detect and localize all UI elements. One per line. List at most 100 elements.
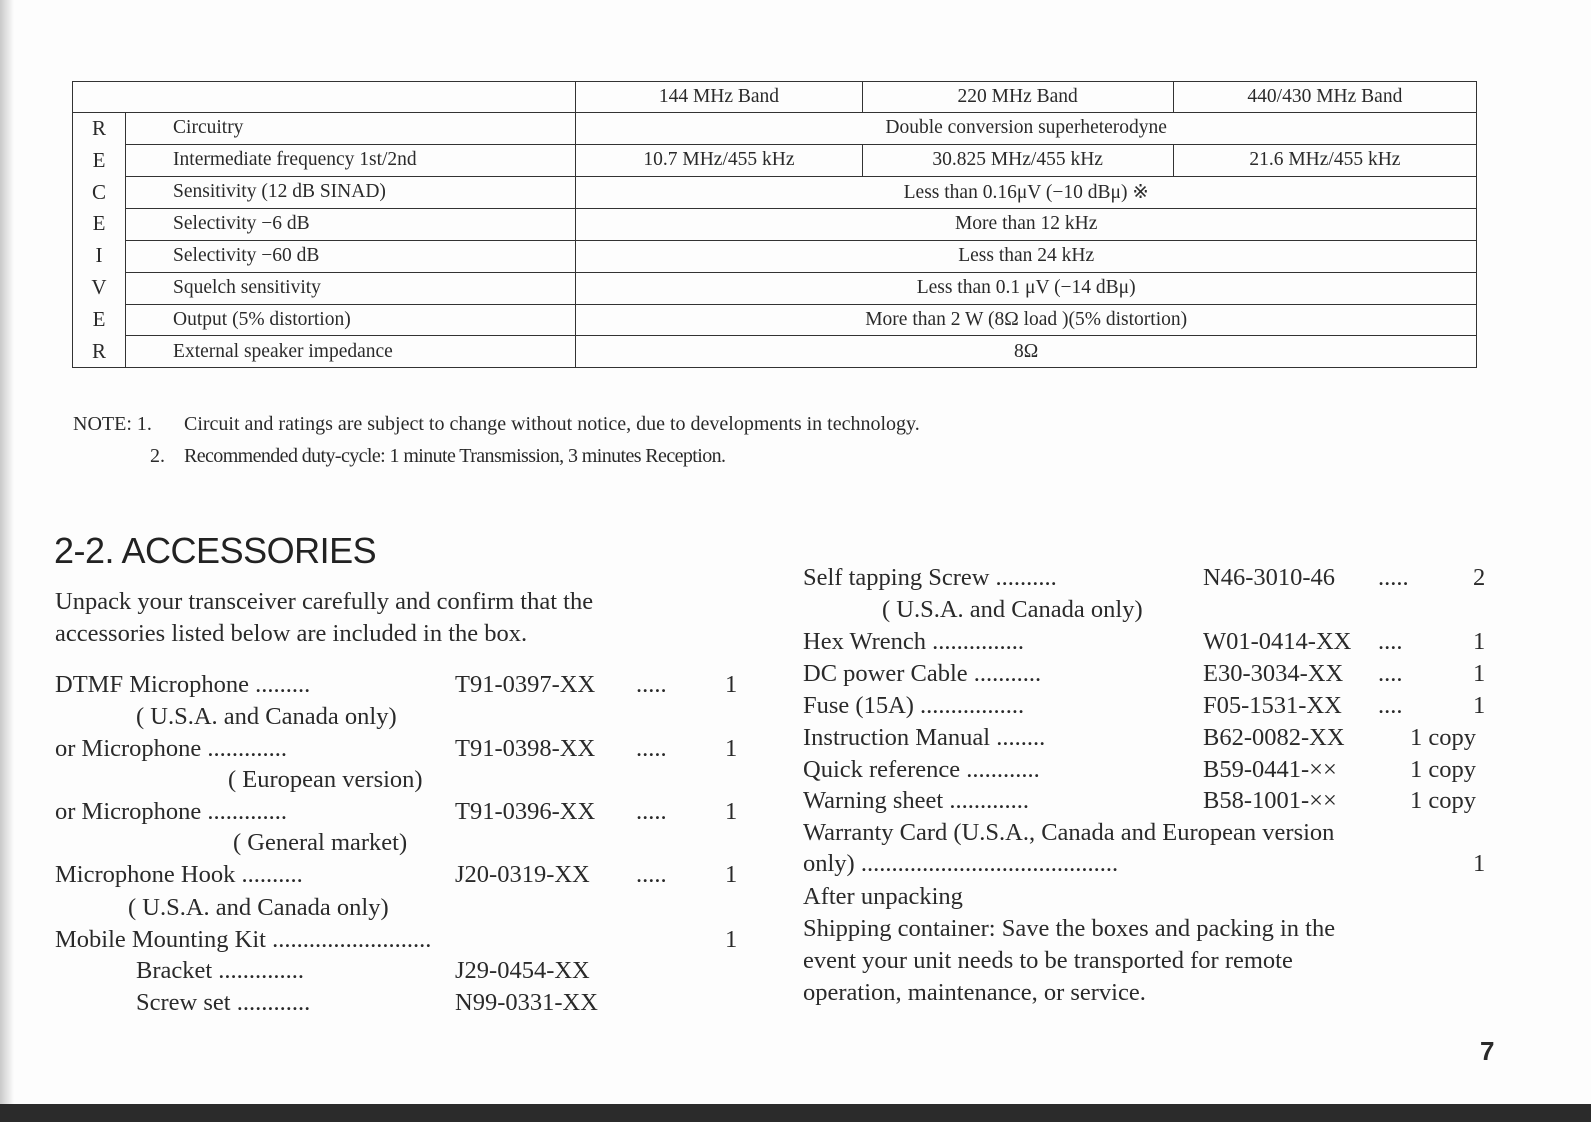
row-value: More than 12 kHz xyxy=(575,207,1477,241)
page-edge-shadow xyxy=(0,0,14,1122)
leader-dots: ..... xyxy=(636,735,667,762)
table-row: Output (5% distortion) More than 2 W (8Ω … xyxy=(73,303,1477,337)
row-value-440: 21.6 MHz/455 kHz xyxy=(1172,143,1478,177)
letter: I xyxy=(95,243,103,268)
accessory-part-number: J29-0454-XX xyxy=(455,957,590,984)
leader-dots: ..... xyxy=(636,671,667,698)
accessory-part-number: T91-0397-XX xyxy=(455,671,596,698)
accessory-name: After unpacking xyxy=(803,883,963,910)
accessory-quantity: 1 copy xyxy=(1410,756,1476,783)
note-2-number: 2. xyxy=(150,445,165,467)
table-header-row: 144 MHz Band 220 MHz Band 440/430 MHz Ba… xyxy=(71,81,1478,113)
note-2: Recommended duty-cycle: 1 minute Transmi… xyxy=(184,445,726,467)
accessory-name: Self tapping Screw .......... xyxy=(803,564,1057,591)
table-row: Sensitivity (12 dB SINAD) Less than 0.16μ… xyxy=(73,175,1477,209)
accessory-name: ( U.S.A. and Canada only) xyxy=(136,703,397,730)
accessory-quantity: 1 xyxy=(1473,628,1486,655)
accessory-name: ( General market) xyxy=(233,829,408,856)
header-220: 220 MHz Band xyxy=(861,81,1174,113)
letter: E xyxy=(92,306,106,331)
page-number: 7 xyxy=(1480,1036,1495,1066)
row-value-220: 30.825 MHz/455 kHz xyxy=(861,143,1174,177)
leader-dots: ..... xyxy=(636,798,667,825)
accessory-name: Shipping container: Save the boxes and p… xyxy=(803,915,1336,942)
leader-dots: ..... xyxy=(636,861,667,888)
accessory-name: DTMF Microphone ......... xyxy=(55,671,311,698)
row-value: 8Ω xyxy=(575,335,1477,369)
accessory-name: Quick reference ............ xyxy=(803,756,1040,783)
accessory-part-number: J20-0319-XX xyxy=(455,861,590,888)
accessory-name: Hex Wrench ............... xyxy=(803,628,1025,655)
accessory-quantity: 2 xyxy=(1473,564,1486,591)
row-label: Output (5% distortion) xyxy=(125,303,577,337)
row-value: Less than 0.1 μV (−14 dBμ) xyxy=(575,271,1477,305)
leader-dots: .... xyxy=(1378,628,1403,655)
row-label: External speaker impedance xyxy=(125,335,577,369)
accessory-name: or Microphone ............. xyxy=(55,735,288,762)
accessory-name: operation, maintenance, or service. xyxy=(803,979,1146,1006)
accessory-name: ( U.S.A. and Canada only) xyxy=(128,894,389,921)
row-label: Squelch sensitivity xyxy=(125,271,577,305)
table-row: External speaker impedance 8Ω xyxy=(73,335,1477,369)
table-row: Intermediate frequency 1st/2nd 10.7 MHz/… xyxy=(73,143,1478,177)
accessory-name: only) ..................................… xyxy=(803,850,1119,877)
accessory-quantity: 1 xyxy=(725,926,738,953)
accessory-part-number: N99-0331-XX xyxy=(455,989,598,1016)
letter: C xyxy=(92,179,107,204)
accessory-name: ( European version) xyxy=(228,766,423,793)
accessory-part-number: T91-0396-XX xyxy=(455,798,596,825)
row-label: Circuitry xyxy=(125,112,577,145)
accessory-quantity: 1 xyxy=(725,861,738,888)
accessory-name: Microphone Hook .......... xyxy=(55,861,303,888)
accessory-part-number: B62-0082-XX xyxy=(1203,724,1345,751)
intro-line-2: accessories listed below are included in… xyxy=(55,620,528,647)
accessory-name: ( U.S.A. and Canada only) xyxy=(882,596,1143,623)
letter: E xyxy=(92,147,106,172)
leader-dots: .... xyxy=(1378,660,1403,687)
row-value-144: 10.7 MHz/455 kHz xyxy=(575,143,863,177)
accessory-name: event your unit needs to be transported … xyxy=(803,947,1293,974)
accessory-part-number: W01-0414-XX xyxy=(1203,628,1352,655)
table-row: Selectivity −60 dB Less than 24 kHz xyxy=(73,239,1477,273)
accessory-part-number: N46-3010-46 xyxy=(1203,564,1336,591)
row-value: More than 2 W (8Ω load )(5% distortion) xyxy=(575,303,1477,337)
accessory-name: DC power Cable ........... xyxy=(803,660,1042,687)
accessory-name: Instruction Manual ........ xyxy=(803,724,1046,751)
accessory-part-number: E30-3034-XX xyxy=(1203,660,1344,687)
accessory-quantity: 1 copy xyxy=(1410,724,1476,751)
row-value: Less than 24 kHz xyxy=(575,239,1477,273)
row-value: Double conversion superheterodyne xyxy=(575,112,1477,145)
row-value: Less than 0.16μV (−10 dBμ) ※ xyxy=(575,175,1477,209)
accessory-name: Warranty Card (U.S.A., Canada and Europe… xyxy=(803,819,1335,846)
header-144: 144 MHz Band xyxy=(575,81,863,113)
letter: R xyxy=(92,338,107,363)
section-title: 2-2. ACCESSORIES xyxy=(54,530,377,571)
table-row: Selectivity −6 dB More than 12 kHz xyxy=(73,207,1477,241)
accessory-quantity: 1 copy xyxy=(1410,787,1476,814)
receiver-section-label: R E C E I V E R xyxy=(71,111,127,369)
table-row: Squelch sensitivity Less than 0.1 μV (−14… xyxy=(73,271,1477,305)
accessory-quantity: 1 xyxy=(1473,850,1486,877)
accessory-name: Screw set ............ xyxy=(136,989,311,1016)
note-1-prefix: NOTE: 1. xyxy=(73,413,152,435)
note-1: Circuit and ratings are subject to chang… xyxy=(184,413,920,435)
row-label: Selectivity −60 dB xyxy=(125,239,577,273)
accessory-part-number: B58-1001-×× xyxy=(1203,787,1337,814)
row-label: Sensitivity (12 dB SINAD) xyxy=(125,175,577,209)
leader-dots: .... xyxy=(1378,692,1403,719)
intro-line-1: Unpack your transceiver carefully and co… xyxy=(55,588,594,615)
receiver-spec-table: 144 MHz Band 220 MHz Band 440/430 MHz Ba… xyxy=(71,81,1478,369)
letter: R xyxy=(92,116,107,140)
accessory-quantity: 1 xyxy=(725,798,738,825)
table-row: R E C E I V E R Circuitry Double convers… xyxy=(71,111,1477,369)
accessory-quantity: 1 xyxy=(1473,660,1486,687)
letter: E xyxy=(92,211,106,236)
leader-dots: ..... xyxy=(1378,564,1409,591)
accessory-name: Warning sheet ............. xyxy=(803,787,1029,814)
accessory-name: or Microphone ............. xyxy=(55,798,288,825)
row-label: Selectivity −6 dB xyxy=(125,207,577,241)
accessory-name: Mobile Mounting Kit ....................… xyxy=(55,926,432,953)
scan-bottom-edge xyxy=(0,1104,1591,1122)
row-label: Intermediate frequency 1st/2nd xyxy=(125,143,577,177)
header-blank xyxy=(71,81,577,113)
